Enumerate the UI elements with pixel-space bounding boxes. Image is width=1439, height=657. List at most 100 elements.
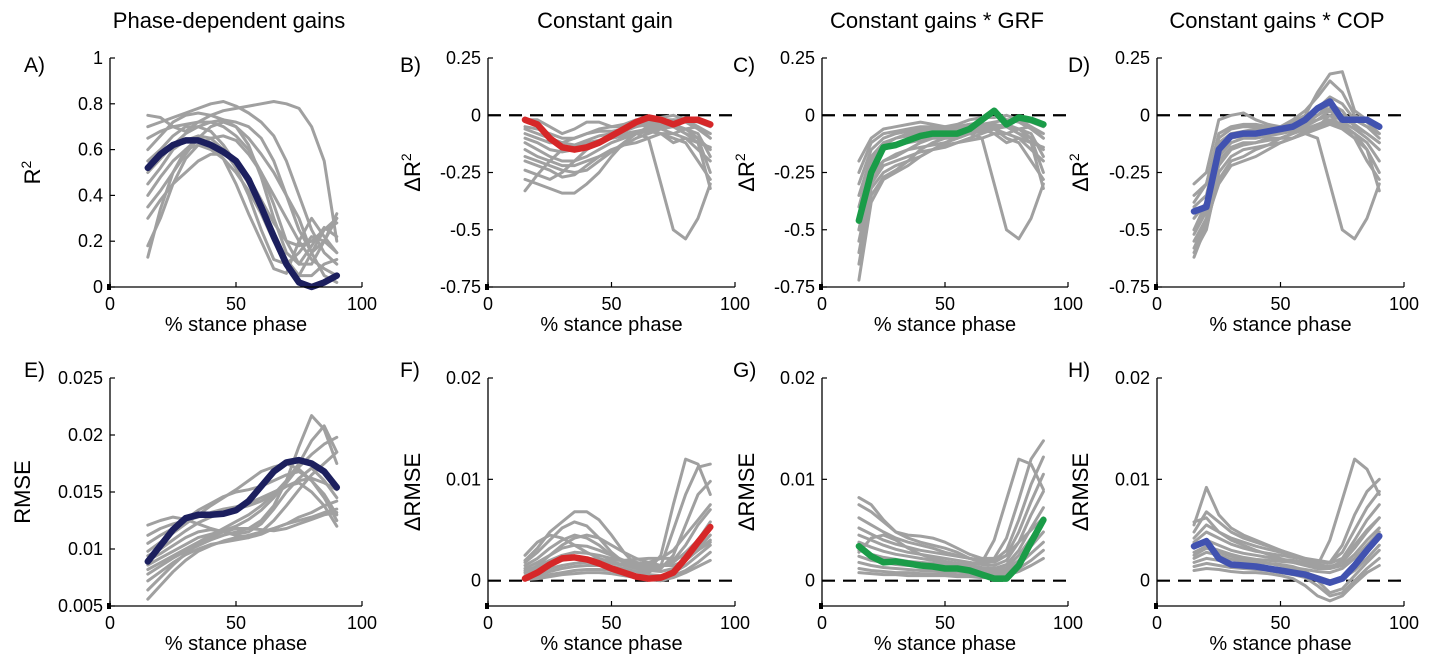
panel-h-xtick-label: 100: [1389, 613, 1419, 633]
panel-e-ylabel: RMSE: [10, 460, 35, 524]
panel-c-xtick-label: 50: [935, 294, 955, 314]
panel-g-xtick-label: 100: [1053, 613, 1083, 633]
panel-a-subject-line-4: [146, 111, 339, 284]
panel-g-ytick-label: 0: [805, 571, 815, 591]
panel-b-xtick-label: 100: [720, 294, 750, 314]
panel-b-ytick-label: -0.25: [440, 163, 481, 183]
panel-h-subject-line-4: [1192, 503, 1381, 565]
column-title-phase-dependent: Phase-dependent gains: [113, 8, 345, 33]
panel-h-ytick-label: 0.02: [1115, 368, 1150, 388]
panel-d-axis-corner: [1154, 284, 1158, 290]
panel-f-ytick-label: 0.01: [446, 469, 481, 489]
panel-d-ytick-label: -0.75: [1109, 277, 1150, 297]
panel-h-ytick-label: 0: [1140, 571, 1150, 591]
panel-e-subject-line-8: [146, 424, 339, 571]
panel-g-subject-line-4: [857, 472, 1045, 564]
panel-d-subject-line-2: [1192, 79, 1381, 197]
panel-a-subject-line-2: [146, 100, 339, 266]
panel-grid: A) 0 0.2 0.4 0.6 0.8 1 0 50 100 % stance phase R2 B)…: [10, 48, 1419, 655]
panel-h-ytick-label: 0.01: [1115, 469, 1150, 489]
panel-b-ytick-label: -0.5: [450, 220, 481, 240]
panel-g-ytick-label: 0.02: [780, 368, 815, 388]
panel-c-ylabel: ΔR2: [732, 153, 759, 192]
panel-e-xtick-label: 100: [347, 613, 377, 633]
panel-d-ylabel-superscript: 2: [1066, 153, 1082, 161]
panel-a-letter: A): [24, 54, 45, 77]
panel-h-subject-line-12: [1192, 530, 1381, 575]
panel-h-subject-line-11: [1192, 516, 1381, 570]
panel-e-xtick-label: 50: [226, 613, 246, 633]
panel-e-subject-line-7: [146, 435, 339, 567]
panel-d: D) -0.75 -0.5 -0.25 0 0.25 0 50 100 % stance phas…: [1066, 48, 1419, 336]
panel-f-subject-line-11: [523, 503, 712, 566]
panel-g-xtick-label: 50: [935, 613, 955, 633]
panel-c-xlabel: % stance phase: [874, 314, 1016, 336]
panel-b-xtick-label: 0: [483, 294, 493, 314]
panel-c-ytick-label: -0.5: [784, 220, 815, 240]
panel-h-xlabel: % stance phase: [1209, 633, 1351, 655]
panel-d-ylabel: ΔR2: [1066, 153, 1093, 192]
panel-c-subject-line-10: [857, 122, 1045, 282]
panel-c-ytick-label: -0.25: [774, 163, 815, 183]
panel-b-xlabel: % stance phase: [540, 314, 682, 336]
panel-f-xtick-label: 50: [601, 613, 621, 633]
panel-e-axis-corner: [107, 603, 111, 609]
panel-b-letter: B): [400, 54, 421, 77]
panel-a-subject-line-8: [146, 143, 339, 278]
panel-h-mean-line: [1190, 532, 1383, 586]
panel-e-subject-line-12: [146, 507, 339, 601]
panel-f-axis-corner: [485, 603, 489, 609]
panel-b-axis-corner: [485, 284, 489, 290]
panel-c-ytick-label: 0.25: [780, 48, 815, 68]
panel-a-xtick-label: 0: [105, 294, 115, 314]
panel-e: E) 0.005 0.01 0.015 0.02 0.025 0 50 100 % stance …: [10, 359, 377, 655]
panel-e-letter: E): [24, 359, 45, 382]
panel-a-ytick-label: 0.2: [78, 231, 103, 251]
column-title-constant-gain: Constant gain: [537, 8, 673, 33]
panel-a-subject-line-11: [146, 134, 339, 278]
panel-g: G) 0 0.01 0.02 0 50 100 % stance phase ΔRMSE: [733, 359, 1083, 655]
panel-c: C) -0.75 -0.5 -0.25 0 0.25 0 50 100 % stance phas…: [732, 48, 1083, 336]
panel-d-ytick-label: 0.25: [1115, 48, 1150, 68]
panel-f-xtick-label: 100: [720, 613, 750, 633]
panel-a-xtick-label: 100: [347, 294, 377, 314]
panel-a-ytick-label: 0.6: [78, 140, 103, 160]
panel-d-xtick-label: 50: [1270, 294, 1290, 314]
panel-g-axis-corner: [819, 603, 823, 609]
panel-a: A) 0 0.2 0.4 0.6 0.8 1 0 50 100 % stance phase R2: [18, 48, 377, 336]
panel-d-ytick-label: -0.5: [1119, 220, 1150, 240]
panel-c-subject-line-8: [857, 132, 1045, 255]
panel-h-axis-corner: [1154, 603, 1158, 609]
panel-e-xtick-label: 0: [105, 613, 115, 633]
panel-c-xtick-label: 100: [1053, 294, 1083, 314]
panel-c-ytick-label: -0.75: [774, 277, 815, 297]
panel-d-xtick-label: 100: [1389, 294, 1419, 314]
panel-g-subject-line-2: [857, 439, 1045, 560]
panel-b-ytick-label: -0.75: [440, 277, 481, 297]
panel-e-ytick-label: 0.025: [58, 368, 103, 388]
panel-h: H) 0 0.01 0.02 0 50 100 % stance phase ΔRMSE: [1068, 359, 1419, 655]
panel-a-ytick-label: 0.4: [78, 185, 103, 205]
column-title-constant-gains-grf: Constant gains * GRF: [830, 8, 1044, 33]
panel-g-subject-line-7: [857, 518, 1045, 572]
panel-e-subject-line-4: [146, 462, 339, 553]
panel-b: B) -0.75 -0.5 -0.25 0 0.25 0 50 100 % stance phas…: [398, 48, 750, 336]
panel-h-ylabel: ΔRMSE: [1068, 453, 1093, 531]
panel-b-mean-line: [521, 114, 714, 153]
panel-g-ytick-label: 0.01: [780, 469, 815, 489]
panel-a-subject-line-6: [146, 118, 339, 255]
panel-e-mean-line: [144, 456, 341, 565]
panel-b-ytick-label: 0.25: [446, 48, 481, 68]
panel-d-subject-line-7: [1192, 132, 1381, 241]
panel-b-subject-line-11: [523, 129, 712, 193]
panel-a-ylabel: R2: [18, 160, 45, 184]
panel-h-xtick-label: 50: [1270, 613, 1290, 633]
panel-e-ytick-label: 0.01: [68, 539, 103, 559]
panel-a-xtick-label: 50: [226, 294, 246, 314]
panel-f-letter: F): [400, 359, 420, 382]
panel-d-mean-line: [1190, 98, 1383, 215]
panel-b-xtick-label: 50: [601, 294, 621, 314]
panel-e-ytick-label: 0.015: [58, 482, 103, 502]
panel-f: F) 0 0.01 0.02 0 50 100 % stance phase ΔRMSE: [400, 359, 750, 655]
